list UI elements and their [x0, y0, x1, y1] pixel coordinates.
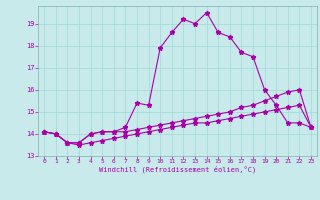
- X-axis label: Windchill (Refroidissement éolien,°C): Windchill (Refroidissement éolien,°C): [99, 166, 256, 173]
